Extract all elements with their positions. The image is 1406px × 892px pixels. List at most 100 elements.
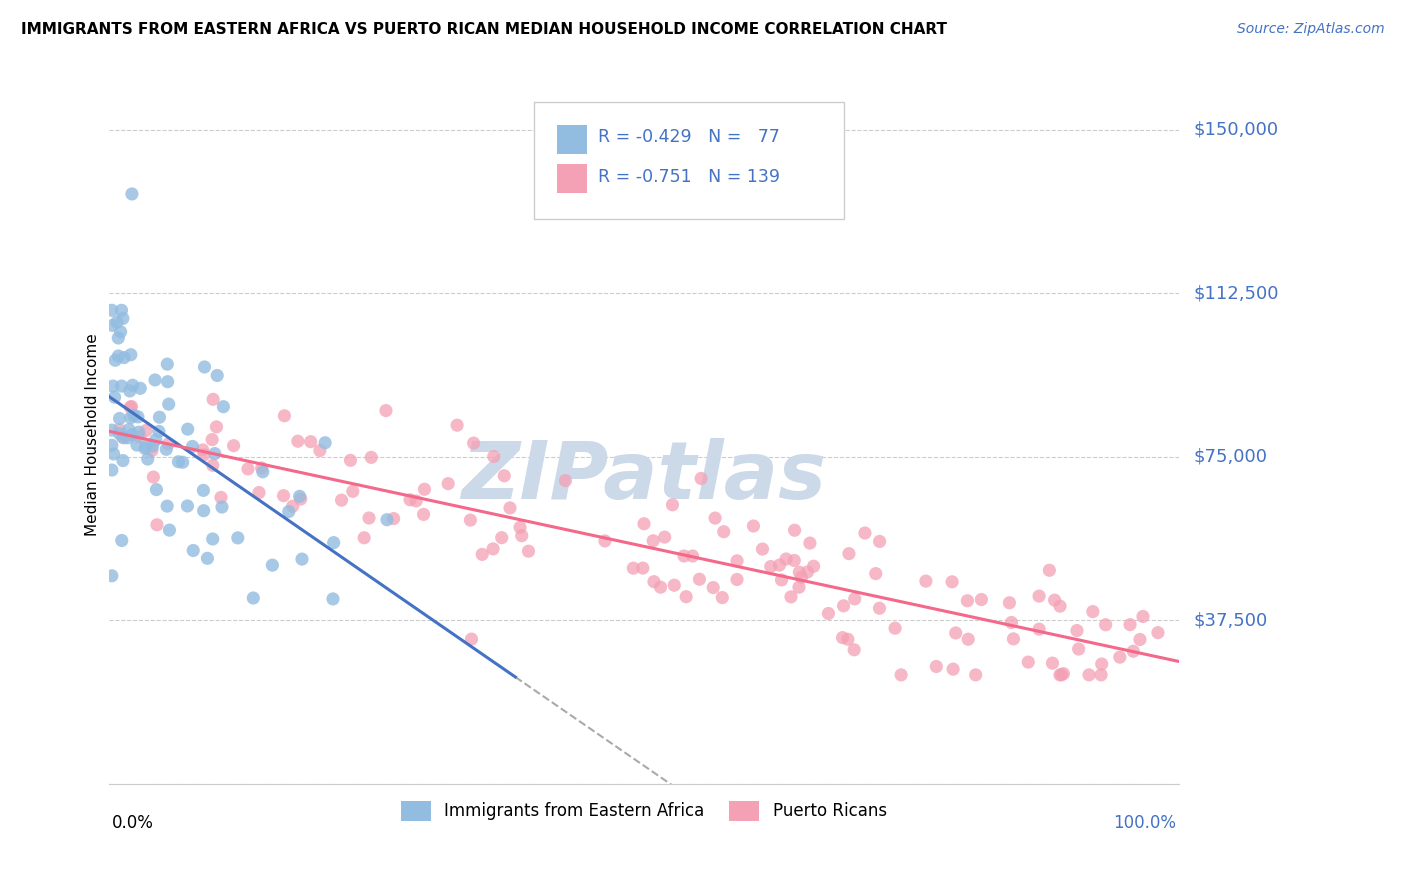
Point bbox=[1119, 617, 1142, 632]
Point bbox=[1132, 609, 1154, 624]
Point bbox=[201, 532, 224, 546]
Point bbox=[145, 483, 167, 497]
Point bbox=[101, 379, 124, 393]
Point bbox=[112, 351, 135, 365]
Text: Source: ZipAtlas.com: Source: ZipAtlas.com bbox=[1237, 22, 1385, 37]
Point bbox=[156, 357, 179, 371]
Point bbox=[181, 543, 204, 558]
Point bbox=[111, 430, 134, 444]
Point bbox=[205, 420, 228, 434]
Point bbox=[101, 569, 124, 583]
Point bbox=[342, 484, 364, 499]
Point bbox=[1067, 642, 1090, 657]
Point bbox=[768, 558, 790, 573]
Point bbox=[491, 531, 513, 545]
Point bbox=[890, 668, 912, 682]
Point bbox=[118, 384, 141, 398]
Point bbox=[650, 580, 672, 594]
Point bbox=[1081, 605, 1104, 619]
Point bbox=[127, 409, 149, 424]
Bar bbox=[557, 125, 588, 154]
Point bbox=[869, 601, 891, 615]
Point bbox=[1042, 656, 1064, 670]
Text: 0.0%: 0.0% bbox=[111, 814, 153, 832]
Point bbox=[704, 511, 727, 525]
Legend: Immigrants from Eastern Africa, Puerto Ricans: Immigrants from Eastern Africa, Puerto R… bbox=[394, 794, 894, 828]
Point bbox=[1038, 563, 1060, 577]
Point bbox=[1090, 668, 1112, 682]
Point bbox=[460, 632, 482, 646]
Point bbox=[143, 373, 166, 387]
Point bbox=[621, 561, 644, 575]
Point bbox=[957, 632, 980, 647]
Point bbox=[287, 434, 309, 449]
Point bbox=[796, 565, 818, 579]
Point bbox=[142, 470, 165, 484]
Point bbox=[787, 580, 810, 594]
Point bbox=[690, 471, 713, 485]
Point bbox=[247, 485, 270, 500]
Point bbox=[122, 409, 145, 423]
Point bbox=[1147, 625, 1170, 640]
Point bbox=[789, 566, 811, 580]
Point bbox=[108, 411, 131, 425]
Text: ZIPatlas: ZIPatlas bbox=[461, 438, 827, 516]
Point bbox=[509, 520, 531, 534]
Point bbox=[273, 489, 295, 503]
Point bbox=[837, 632, 859, 647]
Text: R = -0.751   N = 139: R = -0.751 N = 139 bbox=[598, 168, 780, 186]
Point bbox=[156, 499, 179, 513]
Point bbox=[148, 410, 170, 425]
Point bbox=[633, 516, 655, 531]
Point bbox=[193, 504, 215, 518]
Point bbox=[382, 511, 405, 525]
Point bbox=[463, 436, 485, 450]
Point bbox=[135, 440, 157, 454]
Point bbox=[1052, 666, 1074, 681]
Point bbox=[494, 468, 516, 483]
Point bbox=[112, 431, 135, 445]
Text: 100.0%: 100.0% bbox=[1114, 814, 1177, 832]
Point bbox=[832, 599, 855, 613]
Point bbox=[780, 590, 803, 604]
Point bbox=[201, 458, 224, 473]
Point bbox=[111, 311, 134, 326]
Point bbox=[236, 462, 259, 476]
Point bbox=[965, 668, 987, 682]
Point bbox=[167, 455, 190, 469]
Point bbox=[682, 549, 704, 563]
Point bbox=[925, 659, 948, 673]
Point bbox=[437, 476, 460, 491]
Point bbox=[375, 513, 398, 527]
Point bbox=[1002, 632, 1025, 646]
Point bbox=[884, 621, 907, 635]
Point bbox=[654, 530, 676, 544]
Point bbox=[742, 519, 765, 533]
Point bbox=[482, 450, 505, 464]
Point bbox=[593, 533, 616, 548]
Point bbox=[242, 591, 264, 605]
Point bbox=[405, 494, 427, 508]
Point bbox=[783, 523, 806, 537]
Point bbox=[111, 453, 134, 467]
Point bbox=[970, 592, 993, 607]
Point bbox=[725, 573, 748, 587]
Point bbox=[838, 547, 860, 561]
Point bbox=[711, 591, 734, 605]
Point bbox=[775, 552, 797, 566]
Point bbox=[322, 591, 344, 606]
Point bbox=[1108, 650, 1130, 665]
Point bbox=[103, 390, 125, 404]
Point bbox=[108, 423, 131, 437]
Point bbox=[844, 591, 866, 606]
Point bbox=[191, 442, 214, 457]
Point bbox=[146, 517, 169, 532]
Point bbox=[290, 491, 312, 506]
Point bbox=[121, 186, 143, 201]
Point bbox=[664, 578, 686, 592]
Point bbox=[446, 418, 468, 433]
Point bbox=[314, 435, 336, 450]
Point bbox=[673, 549, 696, 563]
Point bbox=[661, 498, 683, 512]
Point bbox=[136, 452, 159, 467]
